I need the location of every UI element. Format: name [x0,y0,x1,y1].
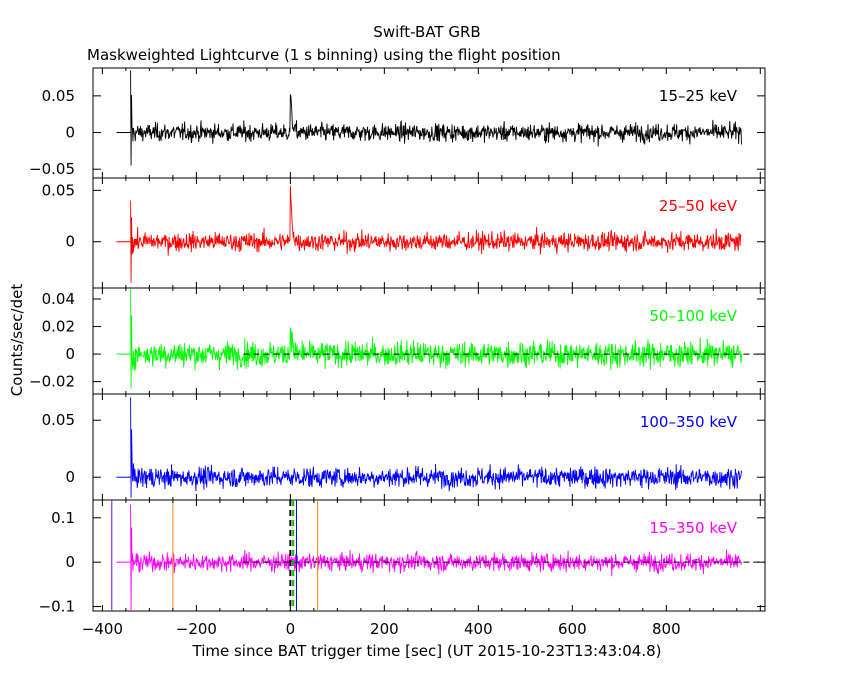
lightcurve-series [130,70,742,166]
panel-3: −0.02 0 0.02 0.04 50–100 keV [29,287,766,395]
band-label: 15–350 keV [649,519,737,537]
panel-frame [92,287,766,395]
lightcurve-series [130,289,742,389]
panel-5: −0.1 0 0.1 15–350 keV [39,499,766,616]
y-axis-label: Counts/sec/det [8,284,26,397]
band-label: 15–25 keV [659,87,738,105]
y-tick-label: 0.04 [42,290,75,308]
panel-1: −0.05 0 0.05 15–25 keV [29,67,766,179]
y-tick-label: −0.02 [29,373,75,391]
panel-frame [92,67,766,179]
panel-frame [92,499,766,612]
panel-2: 0 0.05 25–50 keV [42,177,766,289]
x-tick-label: 0 [286,620,296,638]
y-tick-label: −0.1 [39,598,75,616]
y-tick-label: 0.02 [42,318,75,336]
panel-frame [92,177,766,289]
band-label: 25–50 keV [659,197,738,215]
y-tick-label: 0 [65,345,75,363]
x-tick-label: 200 [370,620,399,638]
y-tick-label: 0.05 [42,411,75,429]
x-tick-label: 400 [464,620,493,638]
chart-title: Swift-BAT GRB [373,23,480,41]
x-tick-label: 600 [558,620,587,638]
band-label: 50–100 keV [649,307,737,325]
x-axis: −400 −200 0 200 400 600 800 [82,620,681,638]
panel-4: 0 0.05 100–350 keV [42,393,766,501]
y-tick-label: −0.05 [29,160,75,178]
x-tick-label: −200 [176,620,217,638]
panel-frame [92,393,766,501]
lightcurve-series [130,185,742,283]
lightcurve-series [130,397,742,498]
y-tick-label: 0.05 [42,87,75,105]
x-tick-label: 800 [652,620,681,638]
y-tick-label: 0.1 [51,509,75,527]
y-tick-label: 0 [65,468,75,486]
band-label: 100–350 keV [640,413,738,431]
y-tick-label: 0 [65,124,75,142]
chart-subtitle: Maskweighted Lightcurve (1 s binning) us… [87,46,561,64]
x-axis-label: Time since BAT trigger time [sec] (UT 20… [192,642,662,660]
y-tick-label: 0.05 [42,181,75,199]
x-tick-label: −400 [82,620,123,638]
lightcurve-series [130,504,742,612]
y-tick-label: 0 [65,553,75,571]
y-tick-label: 0 [65,233,75,251]
